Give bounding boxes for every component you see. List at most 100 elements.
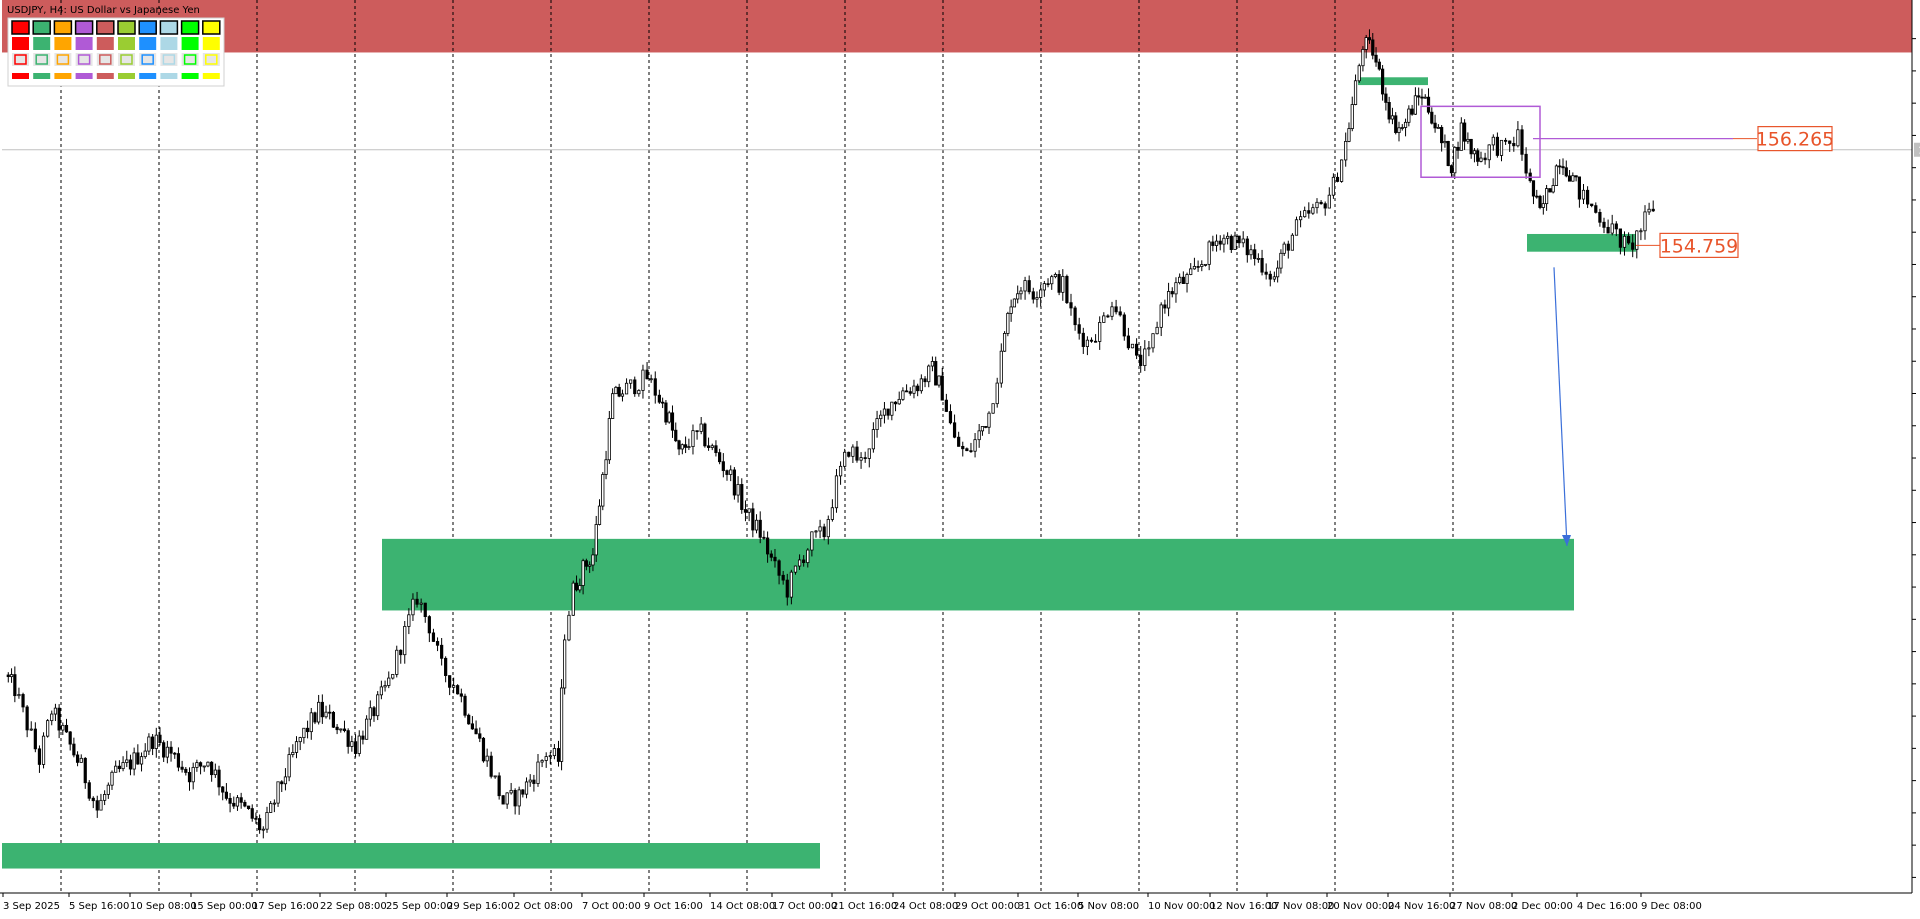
palette-swatch[interactable]	[160, 53, 178, 66]
candle	[1430, 107, 1434, 125]
candle-body	[1023, 280, 1027, 292]
candle	[1567, 170, 1572, 182]
palette-swatch[interactable]	[139, 37, 157, 50]
candle-body	[1374, 54, 1378, 63]
candle-body	[1598, 211, 1602, 223]
candle	[1077, 317, 1081, 340]
palette-swatch[interactable]	[75, 73, 93, 79]
palette-swatch[interactable]	[117, 20, 136, 35]
candle	[611, 388, 615, 419]
candle	[882, 401, 887, 424]
candle	[403, 621, 407, 664]
palette-swatch[interactable]	[202, 53, 220, 66]
candle	[415, 591, 419, 608]
candle-body	[1323, 203, 1327, 209]
candle	[1374, 47, 1378, 67]
candle	[965, 447, 969, 452]
candle	[1046, 278, 1050, 288]
candle-body	[1639, 230, 1643, 233]
palette-swatch[interactable]	[74, 20, 94, 35]
palette-swatch[interactable]	[12, 53, 29, 66]
candle	[1548, 188, 1552, 193]
candle-body	[944, 399, 948, 412]
palette-swatch[interactable]	[75, 37, 93, 50]
candle	[1472, 148, 1477, 163]
candle	[173, 752, 177, 759]
palette-swatch[interactable]	[180, 20, 200, 35]
candle	[64, 718, 69, 733]
candle-body	[834, 475, 839, 509]
palette-swatch[interactable]	[138, 20, 157, 35]
candle	[1433, 114, 1437, 133]
candle	[243, 799, 247, 808]
palette-swatch[interactable]	[96, 20, 115, 35]
candle	[463, 693, 467, 718]
palette-swatch[interactable]	[118, 53, 135, 66]
candle-body	[184, 768, 188, 773]
candle	[834, 469, 839, 513]
palette-swatch[interactable]	[54, 73, 72, 79]
candle-body	[810, 531, 814, 551]
candle	[1286, 240, 1290, 259]
palette-swatch[interactable]	[139, 53, 157, 66]
candle-body	[95, 800, 99, 811]
palette-swatch[interactable]	[139, 73, 157, 79]
candle-body	[1151, 333, 1155, 349]
candle	[1042, 280, 1046, 297]
candle	[339, 728, 343, 733]
time-tick-label: 31 Oct 16:00	[1018, 901, 1083, 912]
candle	[743, 500, 748, 522]
candle	[1469, 138, 1473, 159]
candle	[1357, 63, 1361, 83]
palette-swatch[interactable]	[202, 73, 220, 79]
candle-body	[1571, 175, 1575, 182]
palette-swatch[interactable]	[118, 73, 135, 79]
candle	[670, 405, 675, 438]
palette-swatch[interactable]	[33, 53, 51, 66]
candle	[25, 705, 29, 738]
candle-body	[481, 737, 486, 762]
palette-swatch[interactable]	[54, 53, 72, 66]
palette-swatch[interactable]	[202, 37, 220, 50]
candle-body	[1229, 235, 1233, 250]
candle	[53, 703, 58, 721]
palette-swatch[interactable]	[32, 20, 51, 35]
candle	[176, 747, 181, 772]
palette-swatch[interactable]	[181, 53, 199, 66]
palette-swatch[interactable]	[159, 20, 179, 35]
candle	[1449, 164, 1454, 177]
palette-swatch[interactable]	[96, 37, 114, 50]
candle-body	[25, 706, 29, 731]
palette-swatch[interactable]	[202, 20, 221, 35]
palette-swatch[interactable]	[96, 73, 114, 79]
candle	[509, 782, 513, 795]
palette-swatch[interactable]	[75, 53, 93, 66]
palette-swatch[interactable]	[96, 53, 114, 66]
palette-swatch[interactable]	[12, 37, 29, 50]
palette-swatch[interactable]	[53, 20, 73, 35]
candle-body	[1554, 165, 1559, 186]
palette-swatch[interactable]	[11, 20, 30, 35]
candle	[581, 558, 585, 595]
palette-swatch[interactable]	[160, 37, 178, 50]
candle	[1631, 234, 1635, 258]
candle-body	[617, 386, 621, 397]
candle-body	[1384, 93, 1388, 103]
palette-swatch[interactable]	[181, 37, 199, 50]
candle	[1459, 117, 1463, 151]
palette-outline-icon	[183, 54, 197, 65]
candle-body	[1387, 102, 1391, 120]
candle	[1023, 276, 1027, 300]
palette-swatch[interactable]	[160, 73, 178, 79]
palette-swatch[interactable]	[118, 37, 135, 50]
candle-body	[1647, 208, 1651, 213]
palette-swatch[interactable]	[181, 73, 199, 79]
candle	[777, 559, 781, 585]
palette-swatch[interactable]	[33, 73, 51, 79]
palette-swatch[interactable]	[33, 37, 51, 50]
candle-body	[1181, 276, 1185, 284]
palette-swatch[interactable]	[54, 37, 72, 50]
candle	[1249, 244, 1253, 260]
palette-swatch[interactable]	[12, 73, 29, 79]
